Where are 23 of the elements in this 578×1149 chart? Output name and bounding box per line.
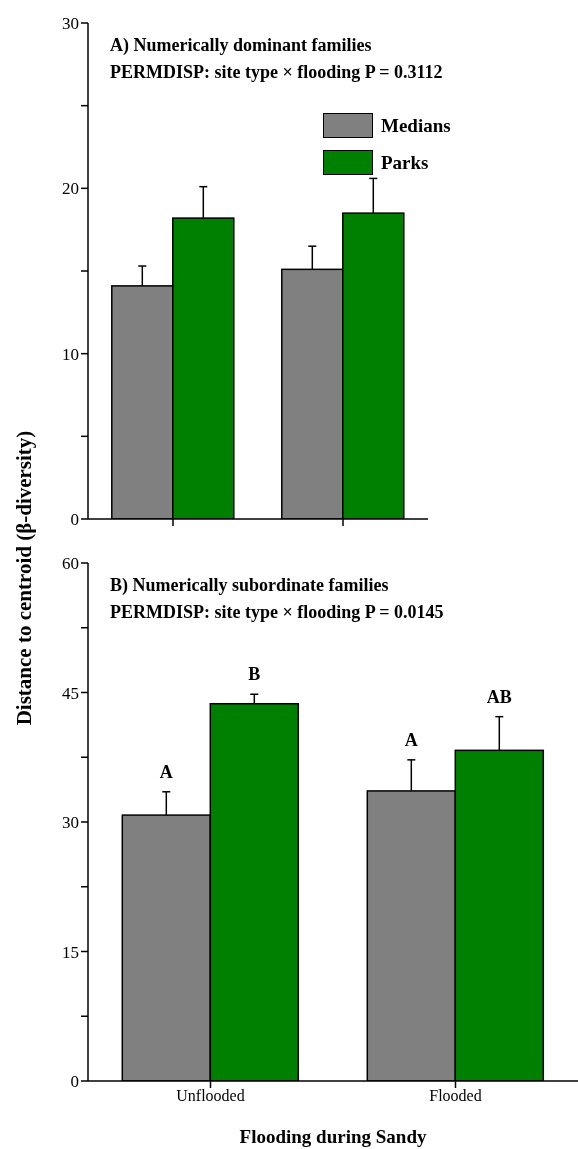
x-axis-title: Flooding during Sandy bbox=[239, 1126, 427, 1147]
annotation: A bbox=[404, 729, 418, 750]
y-tick-label: 45 bbox=[62, 683, 79, 703]
y-axis-title: Distance to centroid (β-diversity) bbox=[11, 430, 37, 726]
text: A) Numerically dominant families bbox=[110, 34, 373, 57]
annotation: A bbox=[159, 761, 173, 782]
annotation: B bbox=[248, 664, 261, 685]
annotation: AB bbox=[486, 686, 512, 707]
legend-label: Parks bbox=[381, 151, 429, 174]
x-tick-label: Flooded bbox=[429, 1087, 482, 1105]
x-tick-label: Unflooded bbox=[176, 1087, 245, 1105]
legend-label: Medians bbox=[381, 114, 451, 137]
y-tick-label: 0 bbox=[70, 510, 79, 530]
y-tick-label: 15 bbox=[62, 942, 79, 962]
text: PERMDISP: site type × flooding P = 0.3112 bbox=[110, 61, 443, 84]
y-tick-label: 60 bbox=[62, 554, 79, 574]
y-tick-label: 10 bbox=[62, 344, 79, 364]
text: PERMDISP: site type × flooding P = 0.0145 bbox=[110, 601, 444, 624]
y-tick-label: 20 bbox=[62, 179, 79, 199]
text: B) Numerically subordinate families bbox=[110, 574, 390, 597]
y-tick-label: 30 bbox=[62, 14, 79, 34]
y-tick-label: 30 bbox=[62, 813, 79, 833]
y-tick-label: 0 bbox=[70, 1072, 79, 1092]
